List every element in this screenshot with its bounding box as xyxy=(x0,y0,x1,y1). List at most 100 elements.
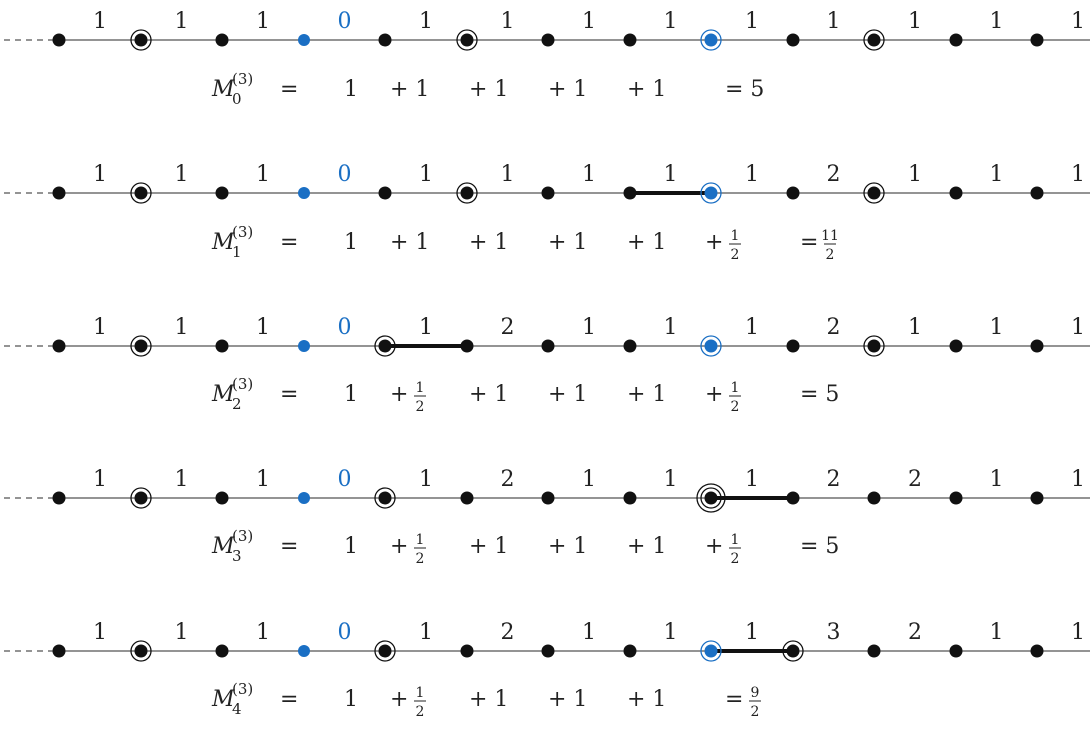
edge-label: 1 xyxy=(256,620,270,645)
edge-label: 0 xyxy=(338,620,352,645)
edge-label: 1 xyxy=(93,467,107,492)
node xyxy=(786,491,800,505)
equation-superscript: (3) xyxy=(232,375,253,393)
edge-label: 0 xyxy=(338,162,352,187)
equation-term-denominator: 2 xyxy=(731,247,740,263)
equation-term-op: + xyxy=(390,687,408,712)
node xyxy=(623,644,637,658)
node xyxy=(867,339,881,353)
equation-term: + 1 xyxy=(390,77,429,102)
edge-label: 0 xyxy=(338,315,352,340)
equation-result-op: = xyxy=(800,230,818,255)
node xyxy=(52,186,66,200)
node xyxy=(541,33,555,47)
node xyxy=(1030,644,1044,658)
edge-label: 0 xyxy=(338,9,352,34)
node xyxy=(134,339,148,353)
equation-subscript: 4 xyxy=(232,700,242,718)
node xyxy=(541,339,555,353)
equation-term: + 1 xyxy=(548,534,587,559)
edge-label: 1 xyxy=(93,620,107,645)
node xyxy=(378,186,392,200)
equation-term: + 1 xyxy=(469,77,508,102)
node xyxy=(52,339,66,353)
inner-ring xyxy=(700,487,722,509)
edge-label: 1 xyxy=(93,9,107,34)
equation-term-op: + xyxy=(390,534,408,559)
node xyxy=(949,186,963,200)
chain-row: 1 1 1 0 1 1 1 1 1 1 1 1 1 xyxy=(4,9,1090,51)
equation-subscript: 1 xyxy=(232,243,242,261)
edge-label: 1 xyxy=(990,315,1004,340)
equation-variable: M xyxy=(211,382,235,407)
equals-sign: = xyxy=(280,382,298,407)
node xyxy=(1030,491,1044,505)
ring xyxy=(782,640,804,662)
node xyxy=(786,186,800,200)
node xyxy=(949,33,963,47)
node xyxy=(52,644,66,658)
node xyxy=(215,491,229,505)
equation-term: + 1 xyxy=(627,382,666,407)
equation-subscript: 3 xyxy=(232,547,242,565)
equation-term: + 1 xyxy=(548,687,587,712)
equation-term-denominator: 2 xyxy=(416,399,425,415)
equation-term: + 1 xyxy=(469,230,508,255)
node xyxy=(378,339,392,353)
node xyxy=(378,33,392,47)
edge-label: 1 xyxy=(908,162,922,187)
edge-label: 1 xyxy=(419,162,433,187)
node xyxy=(949,644,963,658)
equation-result-op: = xyxy=(725,687,743,712)
edge-label: 1 xyxy=(582,620,596,645)
node xyxy=(541,644,555,658)
edge-label: 1 xyxy=(990,620,1004,645)
equation-variable: M xyxy=(211,77,235,102)
blue-ring xyxy=(700,335,722,357)
edge-label: 1 xyxy=(175,467,189,492)
origin-node xyxy=(298,34,310,46)
ring xyxy=(863,335,885,357)
edge-label: 1 xyxy=(664,315,678,340)
edge-label: 2 xyxy=(501,620,515,645)
node xyxy=(623,33,637,47)
blue-node xyxy=(704,339,718,353)
edge-label: 1 xyxy=(419,315,433,340)
edge-label: 1 xyxy=(582,467,596,492)
edge-label: 1 xyxy=(93,162,107,187)
edge-label: 1 xyxy=(745,9,759,34)
equation-term: + 1 xyxy=(627,230,666,255)
edge-label: 1 xyxy=(501,162,515,187)
edge-label: 2 xyxy=(908,620,922,645)
ring xyxy=(456,29,478,51)
equation-term: + 1 xyxy=(548,230,587,255)
node xyxy=(1030,186,1044,200)
node xyxy=(623,339,637,353)
node xyxy=(215,644,229,658)
node xyxy=(786,339,800,353)
equation-term-numerator: 1 xyxy=(416,532,425,548)
origin-node xyxy=(298,187,310,199)
edge-label: 1 xyxy=(908,9,922,34)
node xyxy=(704,491,718,505)
edge-label: 1 xyxy=(664,467,678,492)
edge-label: 1 xyxy=(419,9,433,34)
equation-subscript: 2 xyxy=(232,395,242,413)
node xyxy=(949,339,963,353)
equation-result: = 5 xyxy=(800,382,839,407)
node xyxy=(460,33,474,47)
origin-node xyxy=(298,645,310,657)
edge-label: 1 xyxy=(1071,162,1085,187)
edge-label: 1 xyxy=(745,162,759,187)
equation-term: + 1 xyxy=(627,687,666,712)
node xyxy=(215,339,229,353)
ring xyxy=(456,182,478,204)
node xyxy=(623,491,637,505)
ring xyxy=(130,640,152,662)
node xyxy=(541,186,555,200)
node xyxy=(52,33,66,47)
node xyxy=(867,491,881,505)
ring xyxy=(130,29,152,51)
edge-label: 1 xyxy=(419,467,433,492)
